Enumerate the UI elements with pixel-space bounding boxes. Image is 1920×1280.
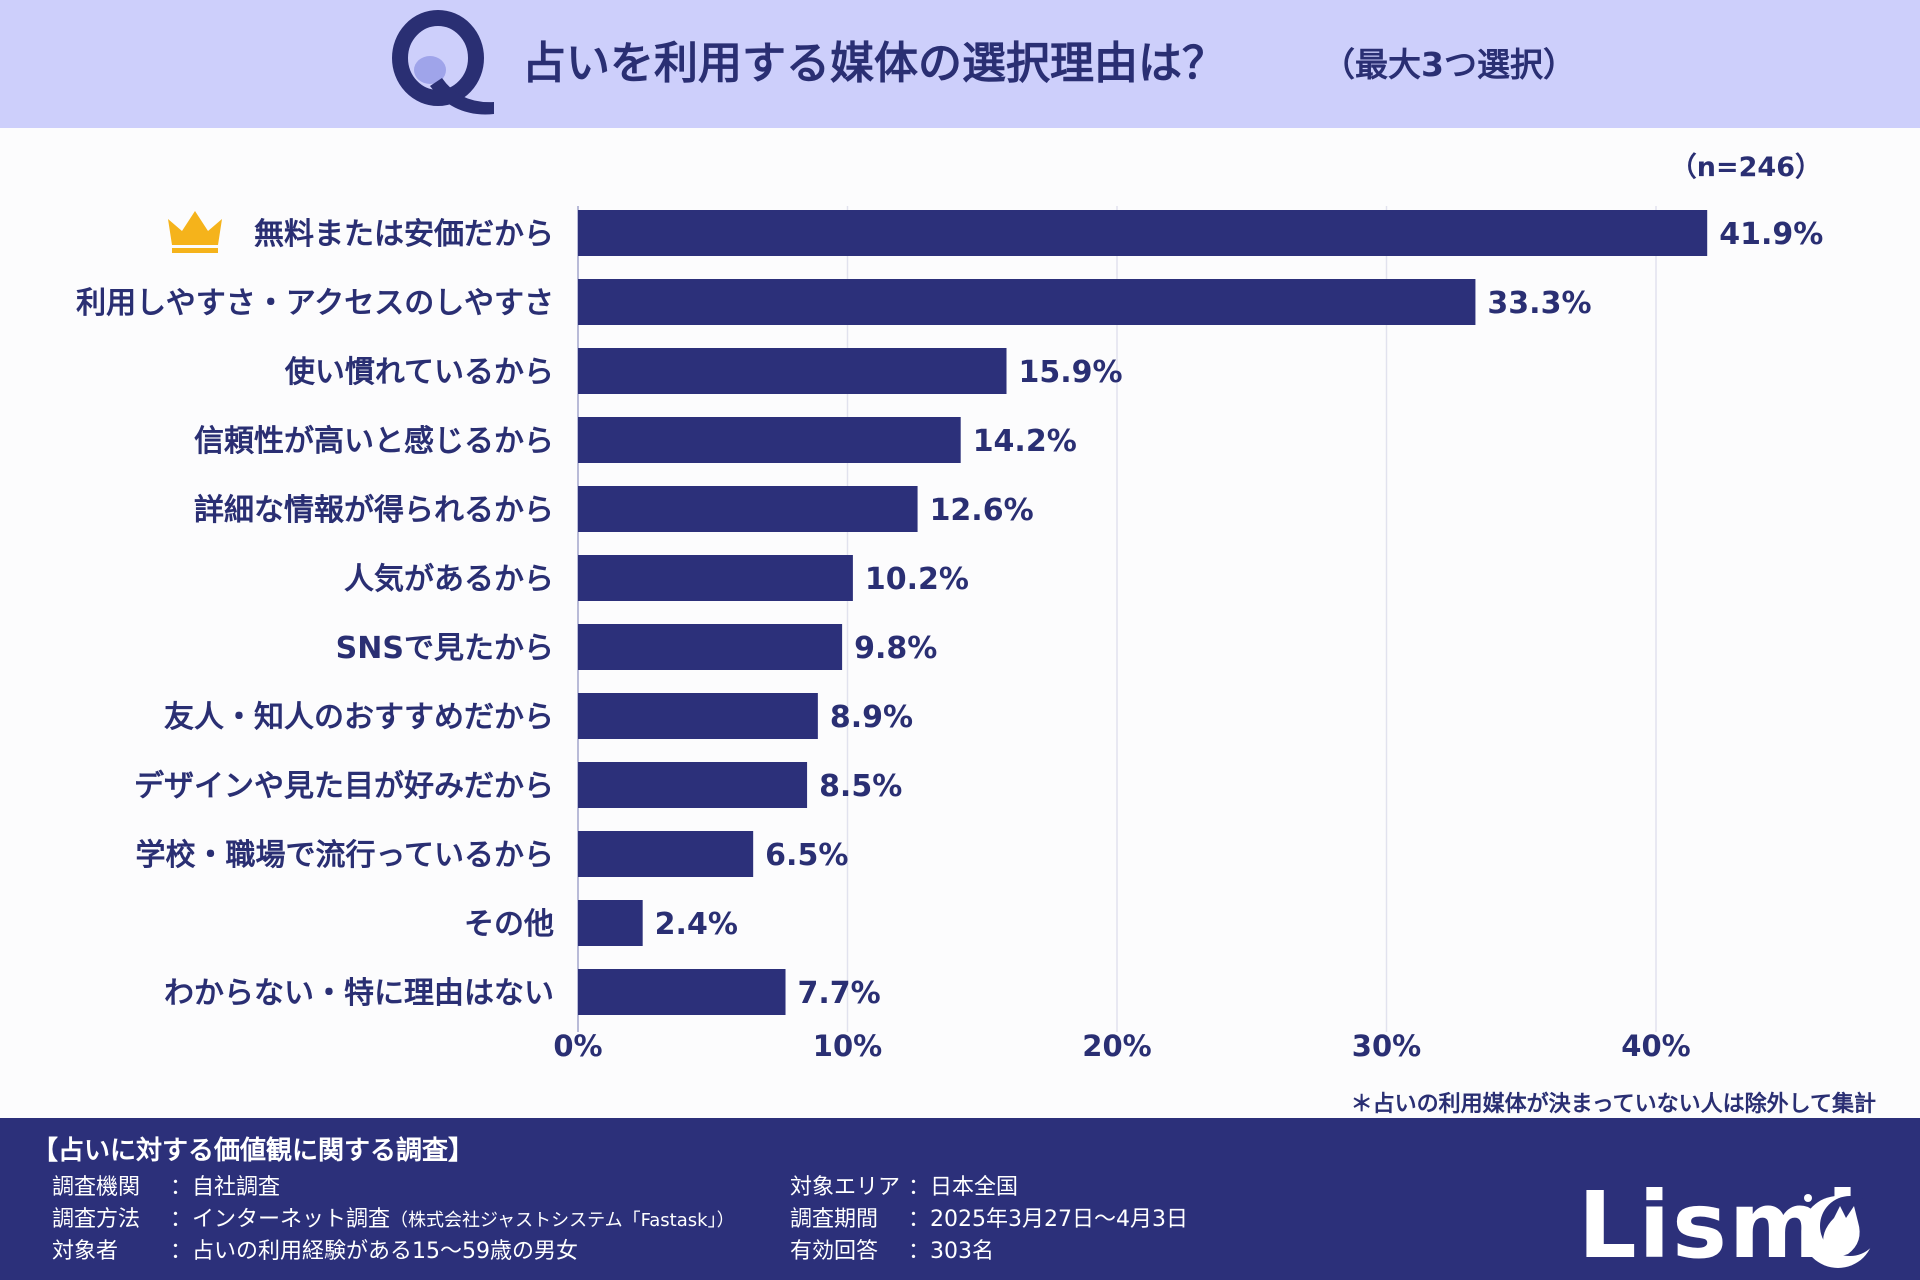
category-label: 人気があるから	[344, 562, 554, 597]
survey-info-right: 対象エリア ：日本全国 調査期間 ：2025年3月27日～4月3日 有効回答 ：…	[790, 1172, 1350, 1268]
x-tick-label: 0%	[553, 1029, 602, 1063]
info-value: ：自社調査	[170, 1175, 281, 1200]
x-tick-label: 30%	[1352, 1029, 1421, 1063]
bar	[578, 486, 918, 532]
footnote: ＊占いの利用媒体が決まっていない人は除外して集計	[1351, 1091, 1876, 1117]
x-tick-label: 10%	[813, 1029, 882, 1063]
survey-info-row: 有効回答 ：303名	[790, 1236, 1350, 1268]
bar	[578, 624, 843, 670]
value-label: 33.3%	[1487, 286, 1591, 321]
category-label: デザインや見た目が好みだから	[134, 769, 554, 804]
info-label: 対象エリア	[790, 1175, 901, 1200]
chart-title: 占いを利用する媒体の選択理由は？	[522, 38, 1226, 89]
bar	[578, 210, 1708, 256]
info-value: ：2025年3月27日～4月3日	[908, 1207, 1188, 1232]
value-label: 9.8%	[854, 631, 937, 666]
survey-info-row: 対象エリア ：日本全国	[790, 1172, 1350, 1204]
bar	[578, 900, 643, 946]
survey-info-row: 調査機関 ：自社調査	[52, 1172, 752, 1204]
category-label: SNSで見たから	[336, 631, 554, 666]
category-label: 無料または安価だから	[254, 217, 554, 252]
info-label: 調査機関	[52, 1175, 141, 1200]
value-label: 15.9%	[1019, 355, 1123, 390]
category-label: その他	[464, 907, 554, 942]
bar-chart: 無料または安価だから 41.9% 利用しやすさ・アクセスのしやすさ 33.3% 使い慣れ…	[76, 152, 1876, 1117]
survey-info-left: 調査機関 ：自社調査 調査方法 ：インターネット調査（株式会社ジャストシステム「…	[52, 1172, 752, 1268]
bar	[578, 831, 754, 877]
info-label: 対象者	[52, 1239, 119, 1264]
info-value: ：占いの利用経験がある15～59歳の男女	[170, 1239, 578, 1264]
value-label: 7.7%	[798, 976, 881, 1011]
chart-subtitle: （最大3つ選択）	[1322, 45, 1576, 84]
bar	[578, 762, 808, 808]
sample-size-label: （n=246）	[1670, 152, 1822, 183]
value-label: 8.5%	[819, 769, 902, 804]
category-label: 利用しやすさ・アクセスのしやすさ	[76, 286, 554, 321]
category-label: 詳細な情報が得られるから	[194, 493, 554, 528]
survey-title: 【占いに対する価値観に関する調査】	[32, 1136, 475, 1166]
cat-moon-icon	[1797, 1194, 1880, 1268]
category-label: 使い慣れているから	[284, 355, 554, 390]
value-label: 2.4%	[655, 907, 738, 942]
value-label: 6.5%	[765, 838, 848, 873]
x-tick-label: 20%	[1082, 1029, 1151, 1063]
category-label: わからない・特に理由はない	[164, 976, 554, 1011]
survey-info-row: 対象者 ：占いの利用経験がある15～59歳の男女	[52, 1236, 752, 1268]
x-tick-label: 40%	[1621, 1029, 1690, 1063]
value-label: 12.6%	[930, 493, 1034, 528]
category-label: 信頼性が高いと感じるから	[194, 424, 554, 459]
bar	[578, 417, 961, 463]
value-label: 41.9%	[1719, 217, 1823, 252]
survey-info-row: 調査方法 ：インターネット調査（株式会社ジャストシステム「Fastask」）	[52, 1204, 752, 1236]
bar	[578, 693, 818, 739]
info-label: 調査期間	[790, 1207, 879, 1232]
bar	[578, 555, 853, 601]
value-label: 14.2%	[973, 424, 1077, 459]
info-value: ：インターネット調査（株式会社ジャストシステム「Fastask」）	[170, 1207, 735, 1232]
value-label: 8.9%	[830, 700, 913, 735]
lismi-logo: Lismi	[1568, 1176, 1888, 1276]
bar	[578, 969, 786, 1015]
crown-base	[172, 248, 218, 253]
q-letter-icon	[392, 10, 494, 115]
info-value: ：日本全国	[908, 1175, 1019, 1200]
info-label: 調査方法	[52, 1207, 141, 1232]
category-label: 学校・職場で流行っているから	[136, 838, 555, 873]
survey-footer: 【占いに対する価値観に関する調査】 調査機関 ：自社調査 調査方法 ：インターネ…	[0, 1118, 1920, 1280]
crown-icon	[168, 211, 222, 245]
info-label: 有効回答	[790, 1239, 879, 1264]
value-label: 10.2%	[865, 562, 969, 597]
header-banner: 占いを利用する媒体の選択理由は？ （最大3つ選択）	[0, 0, 1920, 128]
bar	[578, 348, 1007, 394]
bar	[578, 279, 1476, 325]
category-label: 友人・知人のおすすめだから	[164, 700, 554, 735]
survey-info-row: 調査期間 ：2025年3月27日～4月3日	[790, 1204, 1350, 1236]
info-value: ：303名	[908, 1239, 994, 1264]
